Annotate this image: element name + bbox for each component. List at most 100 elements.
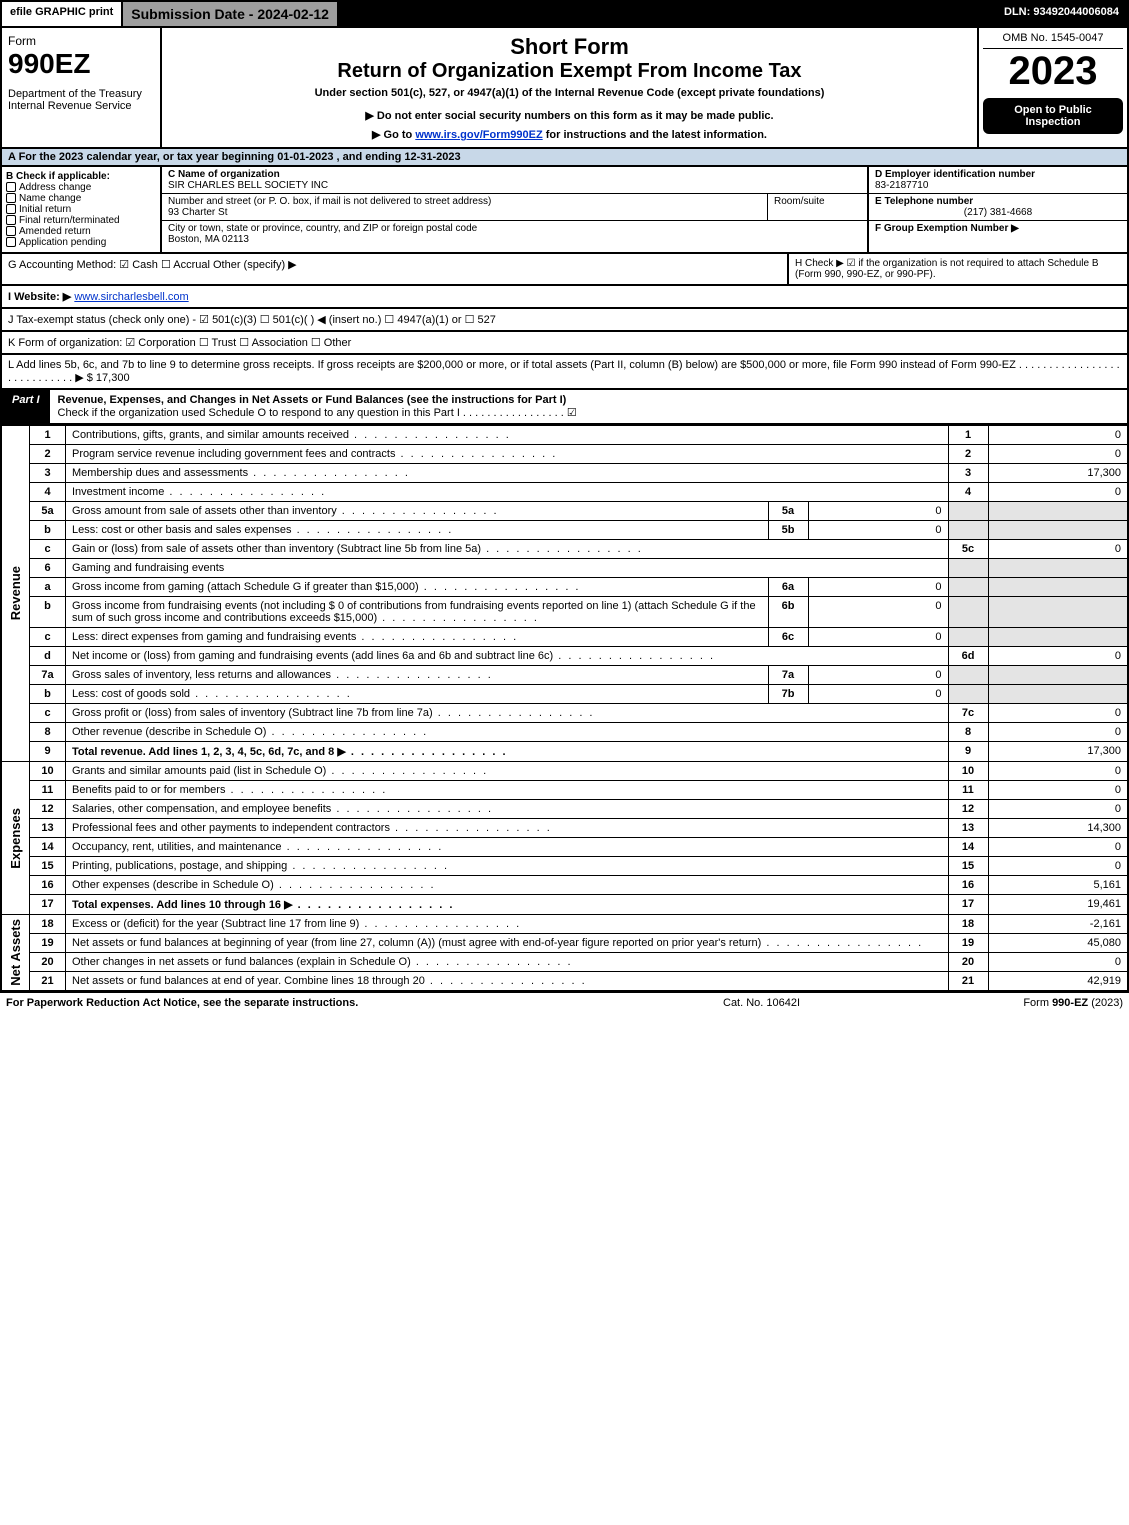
form-header: Form 990EZ Department of the Treasury In… xyxy=(0,28,1129,149)
row-j-tax-status: J Tax-exempt status (check only one) - ☑… xyxy=(0,309,1129,332)
efile-label[interactable]: efile GRAPHIC print xyxy=(2,2,123,26)
right-num: 4 xyxy=(948,483,988,502)
amount: 19,461 xyxy=(988,895,1128,915)
line-desc: Contributions, gifts, grants, and simila… xyxy=(66,426,949,445)
form-subtitle: Under section 501(c), 527, or 4947(a)(1)… xyxy=(168,87,971,99)
line-number: a xyxy=(30,578,66,597)
amount: 0 xyxy=(988,723,1128,742)
phone-value: (217) 381-4668 xyxy=(875,207,1121,218)
amount: 0 xyxy=(988,800,1128,819)
dln-label: DLN: 93492044006084 xyxy=(996,2,1127,26)
line-desc: Grants and similar amounts paid (list in… xyxy=(66,762,949,781)
sub-amount: 0 xyxy=(808,502,948,521)
right-num: 20 xyxy=(948,953,988,972)
line-number: 15 xyxy=(30,857,66,876)
amount: 45,080 xyxy=(988,934,1128,953)
right-num: 2 xyxy=(948,445,988,464)
line-number: 17 xyxy=(30,895,66,915)
chk-address-change[interactable] xyxy=(6,182,16,192)
addr-value: 93 Charter St xyxy=(168,207,761,218)
line-number: 11 xyxy=(30,781,66,800)
footer-left: For Paperwork Reduction Act Notice, see … xyxy=(6,997,723,1009)
line-desc: Investment income xyxy=(66,483,949,502)
line-number: 13 xyxy=(30,819,66,838)
line-desc: Net income or (loss) from gaming and fun… xyxy=(66,647,949,666)
ein-value: 83-2187710 xyxy=(875,180,1121,191)
line-number: 4 xyxy=(30,483,66,502)
right-num-grey xyxy=(948,685,988,704)
amount: 17,300 xyxy=(988,742,1128,762)
amount: 0 xyxy=(988,762,1128,781)
line-desc: Less: cost or other basis and sales expe… xyxy=(66,521,769,540)
line-desc: Professional fees and other payments to … xyxy=(66,819,949,838)
amount: 0 xyxy=(988,483,1128,502)
amount: 0 xyxy=(988,704,1128,723)
right-num-grey xyxy=(948,597,988,628)
line-desc: Gross income from gaming (attach Schedul… xyxy=(66,578,769,597)
f-label: F Group Exemption Number ▶ xyxy=(875,223,1121,234)
chk-amended-return[interactable] xyxy=(6,226,16,236)
right-num-grey xyxy=(948,521,988,540)
right-num: 21 xyxy=(948,972,988,992)
line-number: b xyxy=(30,597,66,628)
line-number: 19 xyxy=(30,934,66,953)
line-number: 21 xyxy=(30,972,66,992)
line-number: d xyxy=(30,647,66,666)
page-footer: For Paperwork Reduction Act Notice, see … xyxy=(0,992,1129,1013)
line-number: 18 xyxy=(30,915,66,934)
h-schedule-b: H Check ▶ ☑ if the organization is not r… xyxy=(787,254,1127,284)
line-desc: Occupancy, rent, utilities, and maintena… xyxy=(66,838,949,857)
part-1-check: Check if the organization used Schedule … xyxy=(58,407,577,419)
g-accounting: G Accounting Method: ☑ Cash ☐ Accrual Ot… xyxy=(2,254,787,284)
chk-initial-return[interactable] xyxy=(6,204,16,214)
top-bar: efile GRAPHIC print Submission Date - 20… xyxy=(0,0,1129,28)
sub-number: 5a xyxy=(768,502,808,521)
line-desc: Gross amount from sale of assets other t… xyxy=(66,502,769,521)
line-number: 5a xyxy=(30,502,66,521)
form-note-1: ▶ Do not enter social security numbers o… xyxy=(168,109,971,122)
line-number: 9 xyxy=(30,742,66,762)
line-desc: Other revenue (describe in Schedule O) xyxy=(66,723,949,742)
right-num-grey xyxy=(948,559,988,578)
section-b: B Check if applicable: Address change Na… xyxy=(0,167,1129,254)
chk-final-return[interactable] xyxy=(6,215,16,225)
amount: 0 xyxy=(988,445,1128,464)
org-name: SIR CHARLES BELL SOCIETY INC xyxy=(168,180,861,191)
amount-grey xyxy=(988,628,1128,647)
irs-link[interactable]: www.irs.gov/Form990EZ xyxy=(415,129,542,141)
line-desc: Gross income from fundraising events (no… xyxy=(66,597,769,628)
d-label: D Employer identification number xyxy=(875,169,1121,180)
amount: 0 xyxy=(988,426,1128,445)
amount: 0 xyxy=(988,781,1128,800)
right-num: 15 xyxy=(948,857,988,876)
amount-grey xyxy=(988,666,1128,685)
city-label: City or town, state or province, country… xyxy=(168,223,861,234)
line-number: 10 xyxy=(30,762,66,781)
dept-label: Department of the Treasury Internal Reve… xyxy=(8,88,154,112)
chk-name-change[interactable] xyxy=(6,193,16,203)
website-link[interactable]: www.sircharlesbell.com xyxy=(74,291,188,303)
line-desc: Gaming and fundraising events xyxy=(66,559,949,578)
right-num: 19 xyxy=(948,934,988,953)
right-num-grey xyxy=(948,628,988,647)
line-number: c xyxy=(30,704,66,723)
part-1-title: Revenue, Expenses, and Changes in Net As… xyxy=(58,394,567,406)
open-public-box: Open to Public Inspection xyxy=(983,98,1123,134)
amount-grey xyxy=(988,685,1128,704)
chk-application-pending[interactable] xyxy=(6,237,16,247)
amount-grey xyxy=(988,597,1128,628)
line-desc: Gain or (loss) from sale of assets other… xyxy=(66,540,949,559)
line-desc: Excess or (deficit) for the year (Subtra… xyxy=(66,915,949,934)
line-desc: Total revenue. Add lines 1, 2, 3, 4, 5c,… xyxy=(66,742,949,762)
line-desc: Other expenses (describe in Schedule O) xyxy=(66,876,949,895)
row-a-tax-year: A For the 2023 calendar year, or tax yea… xyxy=(0,149,1129,167)
line-desc: Printing, publications, postage, and shi… xyxy=(66,857,949,876)
part-1-header: Part I Revenue, Expenses, and Changes in… xyxy=(0,390,1129,425)
amount: 0 xyxy=(988,953,1128,972)
part-1-badge: Part I xyxy=(2,390,50,423)
room-label: Room/suite xyxy=(767,194,867,220)
b-label: B Check if applicable: xyxy=(6,171,156,182)
sub-amount: 0 xyxy=(808,666,948,685)
line-number: 7a xyxy=(30,666,66,685)
right-num-grey xyxy=(948,502,988,521)
